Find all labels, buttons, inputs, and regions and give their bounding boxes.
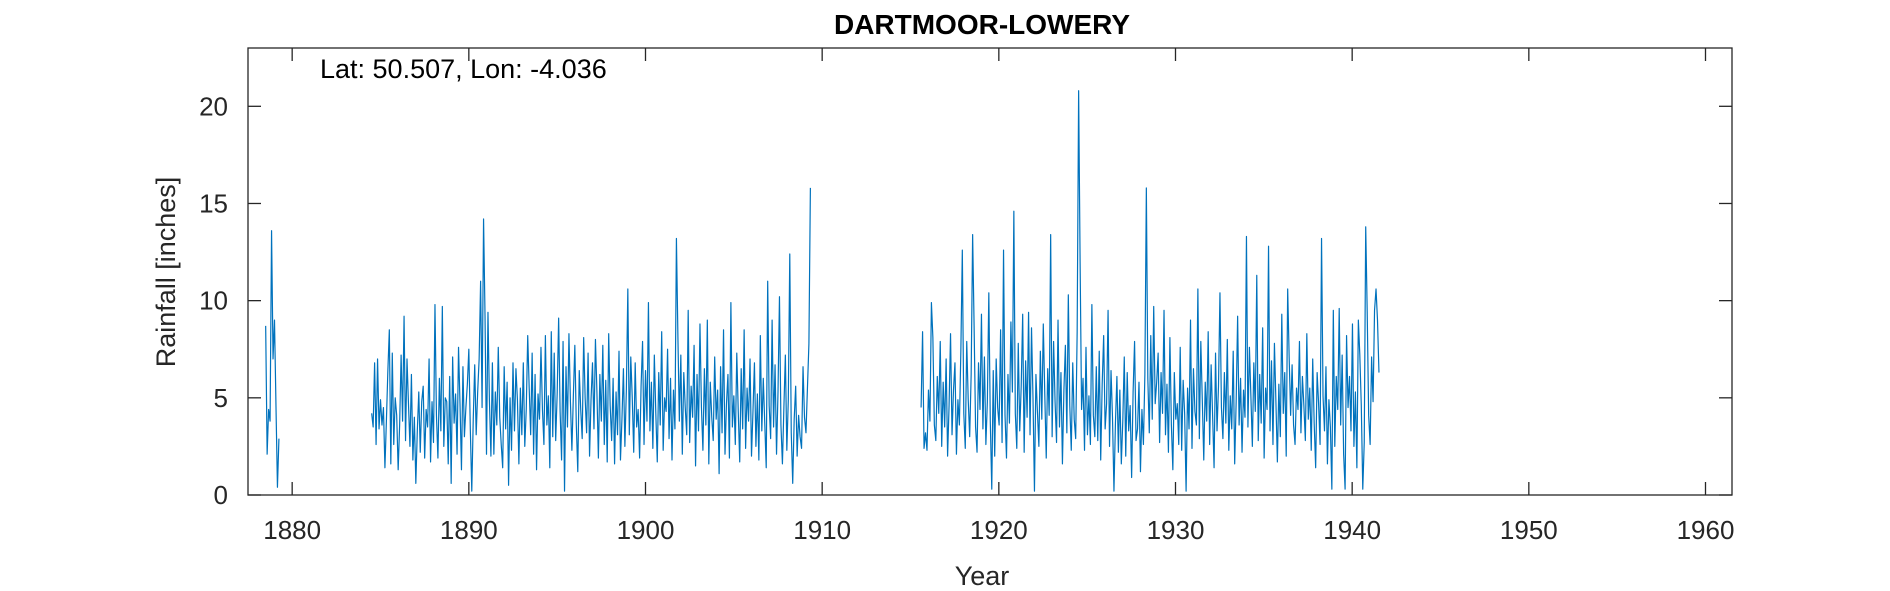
location-annotation: Lat: 50.507, Lon: -4.036 [320, 54, 607, 84]
chart-title: DARTMOOR-LOWERY [834, 9, 1130, 40]
x-tick-label: 1890 [440, 515, 498, 545]
x-tick-label: 1920 [970, 515, 1028, 545]
series-line-segment-1 [265, 230, 280, 488]
x-tick-label: 1930 [1147, 515, 1205, 545]
x-tick-label: 1960 [1677, 515, 1735, 545]
tick-labels: 1880 1890 1900 1910 1920 1930 1940 1950 1960 0 5 10… [199, 91, 1734, 545]
x-tick-label: 1910 [793, 515, 851, 545]
series-line-segment-3 [920, 90, 1380, 492]
y-tick-label: 20 [199, 91, 228, 121]
x-tick-label: 1900 [617, 515, 675, 545]
y-tick-label: 0 [214, 480, 228, 510]
rainfall-series [265, 90, 1380, 492]
y-tick-label: 15 [199, 188, 228, 218]
y-axis-title: Rainfall [inches] [151, 177, 181, 368]
y-tick-label: 10 [199, 286, 228, 316]
y-tick-label: 5 [214, 383, 228, 413]
series-line-segment-2 [371, 187, 811, 492]
x-tick-label: 1950 [1500, 515, 1558, 545]
x-axis-title: Year [955, 561, 1010, 591]
plot-area-frame [247, 47, 1733, 496]
x-tick-label: 1940 [1323, 515, 1381, 545]
x-tick-label: 1880 [263, 515, 321, 545]
